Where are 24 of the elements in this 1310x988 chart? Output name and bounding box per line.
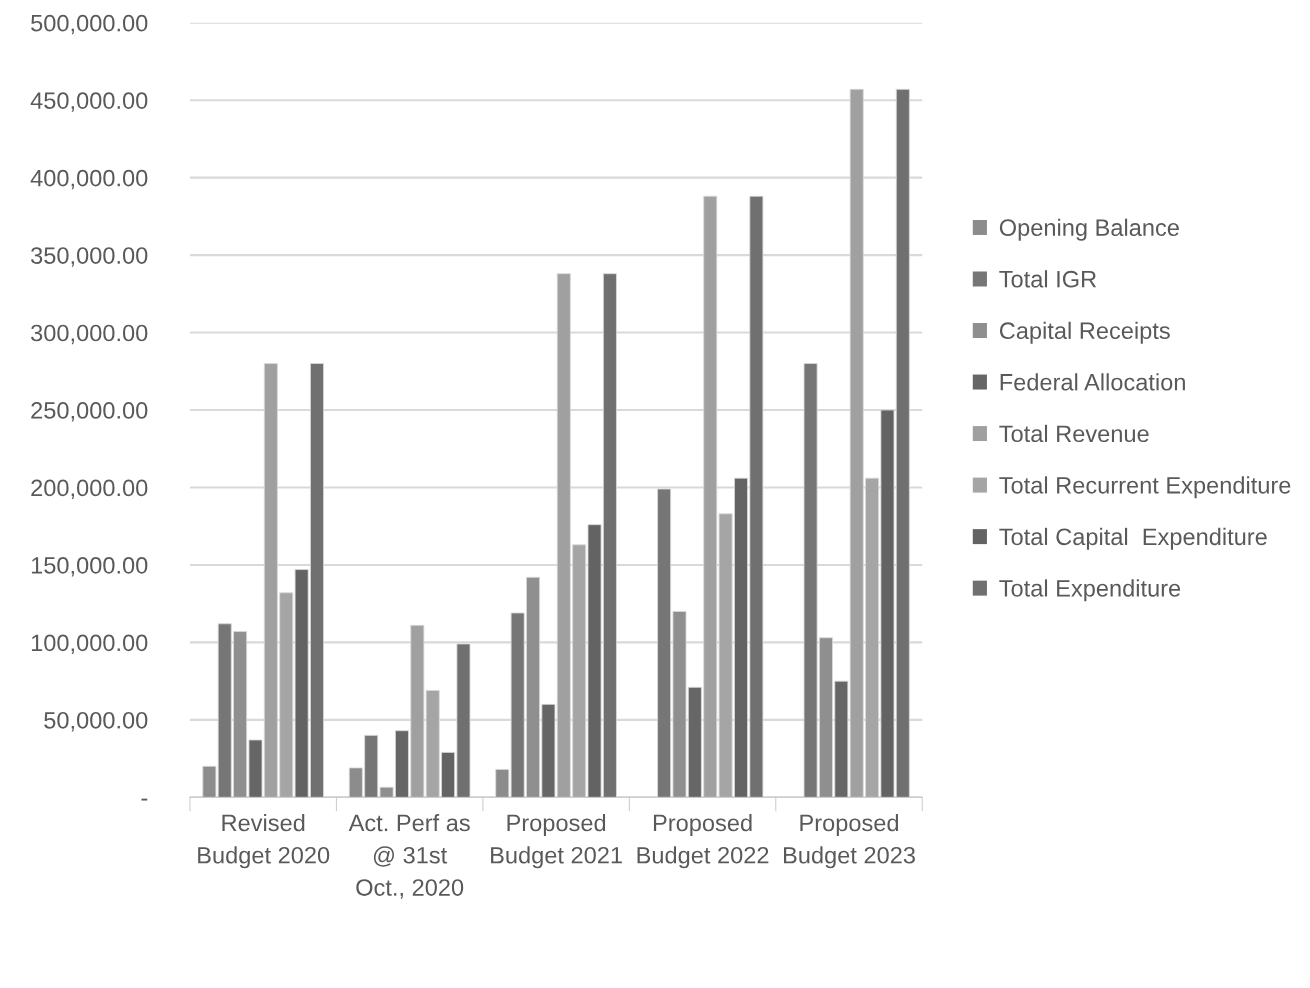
- legend-label: Total Recurrent Expenditure: [999, 476, 1291, 499]
- x-tick-label: Act. Perf as @ 31st Oct., 2020: [348, 814, 470, 899]
- y-tick-label: 500,000.00: [31, 14, 148, 35]
- y-tick-label: 400,000.00: [30, 169, 148, 190]
- legend-label: Opening Balance: [999, 218, 1179, 241]
- y-tick-label: 150,000.00: [31, 557, 148, 577]
- legend-label: Total Expenditure: [999, 579, 1181, 602]
- y-tick-label: 50,000.00: [44, 711, 148, 732]
- y-tick-label: 200,000.00: [31, 479, 148, 500]
- y-tick-label: 350,000.00: [31, 247, 148, 267]
- x-tick-label: Proposed Budget 2021: [491, 813, 622, 869]
- legend-label: Federal Allocation: [1000, 373, 1185, 391]
- y-tick-label: 300,000.00: [31, 324, 148, 345]
- legend-label: Capital Receipts: [999, 321, 1170, 344]
- legend-label: Total Capital Expenditure: [999, 527, 1267, 550]
- y-tick-label: 450,000.00: [30, 92, 148, 112]
- y-tick-label: 250,000.00: [31, 402, 148, 422]
- legend-label: Total IGR: [999, 270, 1097, 288]
- y-tick-label: 100,000.00: [31, 634, 148, 654]
- x-tick-label: Proposed Budget 2023: [783, 813, 915, 869]
- legend-label: Total Revenue: [999, 424, 1149, 443]
- x-tick-label: Proposed Budget 2022: [637, 813, 769, 869]
- x-tick-label: Revised Budget 2020: [198, 813, 330, 869]
- y-tick-label: -: [141, 798, 148, 801]
